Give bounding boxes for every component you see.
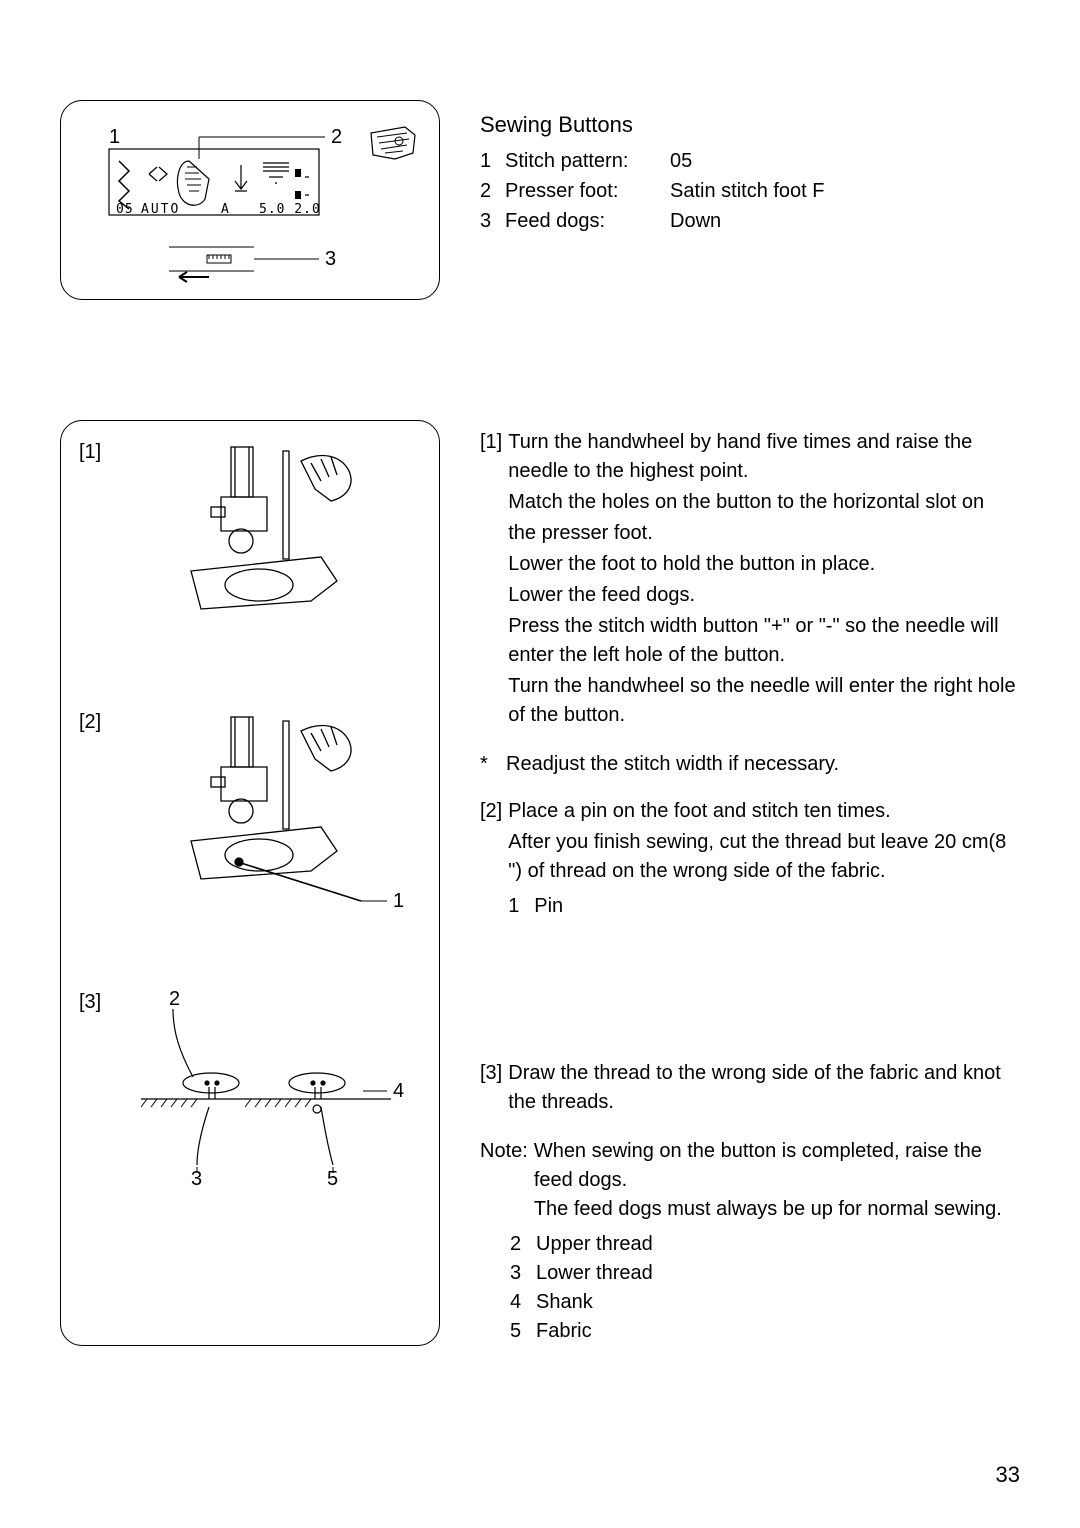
legend-num: 3 — [510, 1259, 536, 1288]
settings-list: 1 Stitch pattern: 05 2 Presser foot: Sat… — [480, 146, 1020, 236]
legend-label: Fabric — [536, 1317, 592, 1346]
presser-foot-illus-2: 1 — [171, 711, 411, 951]
callout-1: 1 — [109, 126, 120, 148]
step-num: [2] — [480, 797, 502, 921]
star-note: * Readjust the stitch width if necessary… — [480, 750, 1020, 779]
note-block: Note: When sewing on the button is compl… — [480, 1137, 1020, 1224]
lcd-values: 5.0 2.0 — [259, 202, 321, 217]
step-text: Lower the feed dogs. — [508, 581, 1020, 610]
setting-num: 2 — [480, 176, 505, 206]
legend-label: Upper thread — [536, 1230, 653, 1259]
instructions-column: [1] Turn the handwheel by hand five time… — [480, 420, 1020, 1346]
setting-value: Down — [670, 206, 1020, 236]
note-label: Note: — [480, 1137, 528, 1224]
setting-label: Feed dogs: — [505, 206, 670, 236]
legend-list: 1 Pin — [508, 892, 1020, 921]
callout-2: 2 — [169, 991, 180, 1010]
note-text: When sewing on the button is completed, … — [534, 1137, 1020, 1195]
step-num: [1] — [480, 428, 502, 732]
step-text: Draw the thread to the wrong side of the… — [508, 1059, 1020, 1117]
step-text: After you finish sewing, cut the thread … — [508, 828, 1020, 886]
setting-row: 1 Stitch pattern: 05 — [480, 146, 1020, 176]
section-heading: Sewing Buttons — [480, 112, 1020, 138]
presser-foot-illus-1 — [171, 441, 371, 661]
callout-1-pin: 1 — [393, 890, 404, 912]
step-num: [3] — [480, 1059, 502, 1119]
step-label-1: [1] — [79, 441, 101, 464]
lcd-auto: AUTO — [141, 202, 180, 217]
setting-row: 3 Feed dogs: Down — [480, 206, 1020, 236]
step-text: the presser foot. — [508, 519, 1020, 548]
legend-list-3: 2 Upper thread 3 Lower thread 4 Shank 5 … — [510, 1230, 1020, 1346]
callout-3: 3 — [325, 248, 336, 270]
setting-value: Satin stitch foot F — [670, 176, 1020, 206]
setting-num: 3 — [480, 206, 505, 236]
setting-num: 1 — [480, 146, 505, 176]
setting-label: Stitch pattern: — [505, 146, 670, 176]
note-text: The feed dogs must always be up for norm… — [534, 1195, 1020, 1224]
legend-num: 1 — [508, 892, 534, 921]
setting-value: 05 — [670, 146, 1020, 176]
legend-num: 2 — [510, 1230, 536, 1259]
legend-row: 2 Upper thread — [510, 1230, 1020, 1259]
star-text: Readjust the stitch width if necessary. — [506, 750, 839, 779]
step-text: Press the stitch width button "+" or "-"… — [508, 612, 1020, 670]
legend-row: 4 Shank — [510, 1288, 1020, 1317]
page-number: 33 — [996, 1462, 1020, 1488]
legend-row: 1 Pin — [508, 892, 1020, 921]
step-label-2: [2] — [79, 711, 101, 734]
legend-num: 5 — [510, 1317, 536, 1346]
step-text: Turn the handwheel by hand five times an… — [508, 428, 1020, 486]
lcd-pattern-num: 05 — [116, 202, 134, 217]
step-2: [2] Place a pin on the foot and stitch t… — [480, 797, 1020, 921]
asterisk-icon: * — [480, 750, 506, 779]
setting-row: 2 Presser foot: Satin stitch foot F — [480, 176, 1020, 206]
step-text: Turn the handwheel so the needle will en… — [508, 672, 1020, 730]
step-text: Place a pin on the foot and stitch ten t… — [508, 797, 1020, 826]
setting-label: Presser foot: — [505, 176, 670, 206]
thread-knot-illus: 2 4 3 5 — [101, 991, 421, 1191]
step-3: [3] Draw the thread to the wrong side of… — [480, 1059, 1020, 1119]
legend-row: 3 Lower thread — [510, 1259, 1020, 1288]
step-text: Match the holes on the button to the hor… — [508, 488, 1020, 517]
callout-2: 2 — [331, 126, 342, 148]
legend-label: Shank — [536, 1288, 593, 1317]
legend-label: Lower thread — [536, 1259, 653, 1288]
legend-label: Pin — [534, 892, 563, 921]
step-1: [1] Turn the handwheel by hand five time… — [480, 428, 1020, 732]
lcd-a: A — [221, 202, 229, 217]
callout-4: 4 — [393, 1080, 404, 1102]
step-label-3: [3] — [79, 991, 101, 1014]
legend-row: 5 Fabric — [510, 1317, 1020, 1346]
bottom-illustration-box: [1] [2] [3] — [60, 420, 440, 1346]
lcd-diagram: 05 AUTO A 5.0 2.0 1 2 — [79, 119, 423, 283]
top-illustration-box: 05 AUTO A 5.0 2.0 1 2 — [60, 100, 440, 300]
legend-num: 4 — [510, 1288, 536, 1317]
step-text: Lower the foot to hold the button in pla… — [508, 550, 1020, 579]
